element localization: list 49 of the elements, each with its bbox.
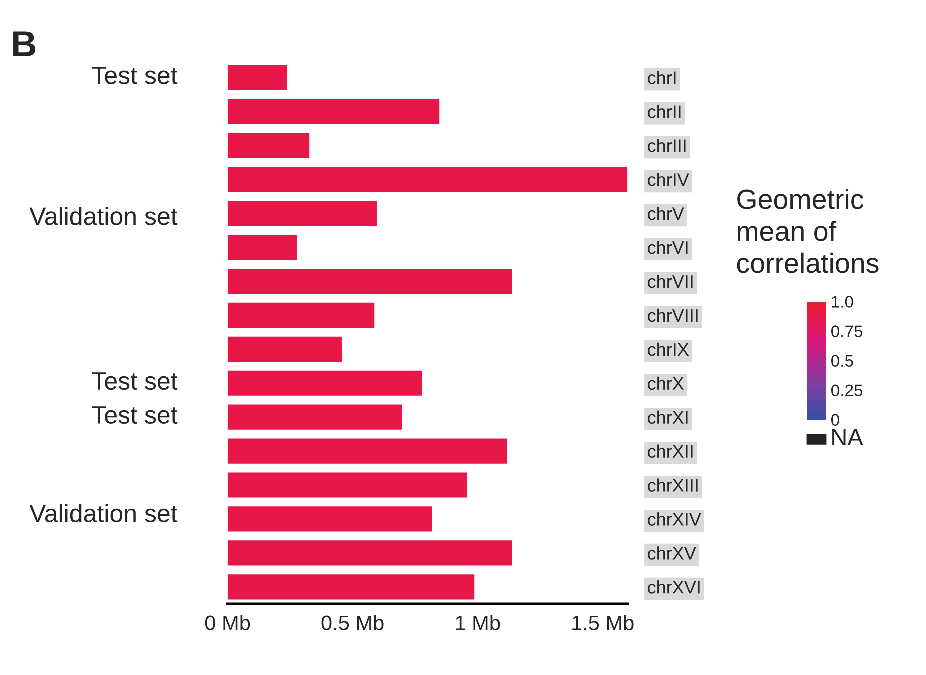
bar — [228, 369, 424, 398]
x-tick-label: 1.5 Mb — [572, 615, 634, 631]
y-tick-label: chrXV — [648, 546, 696, 560]
color-bar-label: 1.0 — [832, 296, 854, 308]
y-tick-label: chrXII — [648, 444, 693, 458]
y-tick-label: chrI — [648, 71, 676, 84]
bar — [228, 132, 311, 160]
color-bar-title: Geometric mean of correlations — [737, 189, 879, 274]
y-tick-label: chrXI — [648, 410, 688, 424]
bar — [228, 335, 344, 364]
y-tick-label: chrVII — [648, 274, 693, 288]
text: B — [14, 32, 36, 57]
color-bar-label: 0 — [832, 414, 840, 426]
color-bar-label: 0.75 — [832, 326, 863, 338]
bar — [228, 64, 288, 92]
y-tick-label: chrIV — [648, 173, 690, 186]
color-bar-label: 0.25 — [832, 384, 863, 397]
y-tick-label: chrII — [648, 105, 681, 118]
y-tick-label: chrIII — [648, 139, 686, 152]
x-tick-label: 0 Mb — [205, 615, 250, 631]
bar — [228, 539, 514, 568]
bar — [228, 437, 509, 466]
bar — [228, 98, 442, 126]
bar — [228, 471, 469, 500]
x-tick-label: 1 Mb — [456, 615, 500, 631]
y-tick-label: chrIX — [648, 342, 690, 356]
bar — [228, 268, 514, 296]
y-tick-label: chrXIII — [648, 478, 698, 492]
text: Test set — [92, 372, 178, 390]
bar — [228, 573, 476, 602]
x-tick-label: 0.5 Mb — [322, 615, 384, 631]
y-tick-label: chrX — [648, 376, 684, 390]
bar — [228, 234, 298, 262]
y-tick-label: chrXIV — [648, 512, 702, 526]
text: Validation set — [30, 504, 178, 523]
text: NA — [832, 429, 864, 446]
bar — [228, 200, 379, 228]
text: Test set — [92, 66, 178, 84]
color-bar-label: 0.5 — [832, 355, 854, 367]
y-tick-label: chrXVI — [648, 580, 700, 594]
y-tick-label: chrVI — [648, 240, 688, 254]
text: Validation set — [30, 207, 178, 226]
text: Test set — [92, 406, 178, 424]
bar — [228, 302, 376, 330]
y-tick-label: chrVIII — [648, 308, 698, 322]
bar — [228, 166, 628, 194]
y-tick-label: chrV — [648, 207, 684, 220]
bar — [228, 505, 434, 534]
bar — [228, 403, 404, 432]
